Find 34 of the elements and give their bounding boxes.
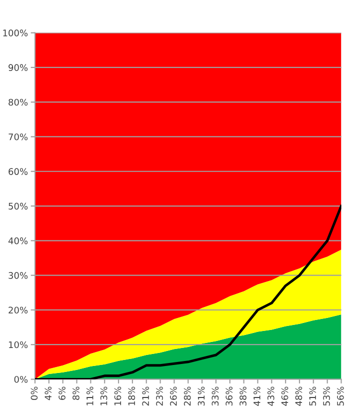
x-tick-label: 31%	[198, 386, 205, 406]
x-tick-label: 13%	[100, 386, 108, 406]
x-tick-label: 38%	[240, 386, 246, 406]
y-tick-label: 100%	[3, 30, 28, 36]
x-tick-label: 11%	[86, 386, 94, 406]
x-tick-label: 6%	[58, 386, 66, 400]
y-tick-label: 50%	[8, 202, 28, 210]
x-tick-label: 56%	[337, 386, 344, 406]
x-tick-label: 18%	[128, 386, 136, 406]
x-tick-label: 43%	[267, 386, 274, 406]
y-tick-label: 80%	[8, 98, 28, 106]
x-tick-label: 28%	[184, 386, 191, 406]
y-tick-label: 0%	[14, 376, 28, 383]
y-tick-label: 60%	[8, 168, 28, 175]
x-tick-label: 33%	[212, 386, 219, 406]
x-tick-label: 53%	[323, 386, 330, 406]
x-tick-label: 26%	[170, 386, 177, 406]
x-tick-label: 23%	[156, 386, 163, 406]
x-tick-label: 4%	[44, 386, 52, 400]
x-tick-label: 48%	[295, 386, 302, 406]
x-tick-label: 46%	[281, 386, 288, 406]
y-tick-label: 10%	[8, 341, 28, 348]
x-tick-label: 8%	[72, 386, 80, 400]
y-tick-label: 90%	[8, 64, 28, 72]
y-tick-label: 20%	[8, 306, 28, 314]
y-tick-label: 30%	[8, 272, 28, 279]
x-tick-label: 41%	[254, 386, 260, 406]
y-tick-label: 70%	[8, 133, 28, 140]
x-tick-label: 51%	[309, 386, 316, 406]
y-tick-label: 40%	[8, 237, 28, 244]
x-tick-label: 36%	[226, 386, 233, 406]
x-tick-label: 0%	[30, 386, 38, 400]
x-tick-label: 16%	[114, 386, 122, 406]
x-tick-label: 21%	[142, 386, 149, 406]
